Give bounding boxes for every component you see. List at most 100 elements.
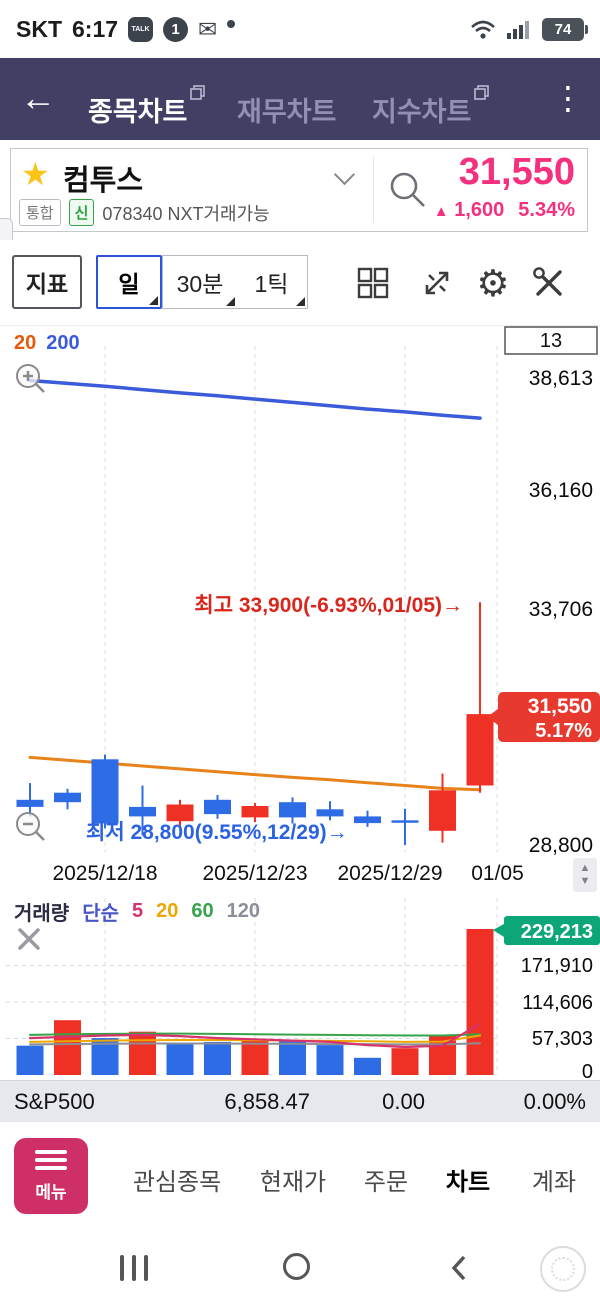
signal-icon — [507, 21, 529, 39]
badge-percent: 5.17% — [535, 720, 592, 742]
volume-badge: 229,213 — [493, 916, 600, 945]
price-chart[interactable]: 13 38,613 36,160 33,706 28,800 최고 33,900… — [0, 325, 600, 856]
nav-watchlist[interactable]: 관심종목 — [132, 1169, 222, 1196]
ma200-legend-label: 200 — [46, 332, 80, 354]
index-change-percent: 0.00% — [523, 1089, 586, 1114]
volume-title: 거래량 — [14, 903, 70, 925]
moving-average-lines — [28, 378, 482, 792]
volume-chart[interactable]: 171,910 114,606 57,303 0 229,213 — [0, 893, 600, 1080]
tab-index-chart-label: 지수차트 — [372, 97, 472, 127]
indicator-button[interactable]: 지표 — [12, 255, 82, 309]
tab-index-chart[interactable]: 지수차트 — [372, 85, 490, 129]
divider — [373, 157, 374, 223]
badge-price: 31,550 — [528, 695, 592, 718]
volume-ma60-label: 60 — [191, 900, 214, 922]
date-label: 01/05 — [471, 862, 524, 885]
nav-chart[interactable]: 차트 — [445, 1169, 491, 1196]
date-range-spinner[interactable]: ▲ ▼ — [573, 858, 597, 892]
change-value: 1,600 — [454, 199, 505, 221]
layout-grid-button[interactable] — [354, 264, 392, 302]
candle-count-box — [504, 326, 598, 355]
tools-button[interactable] — [530, 264, 568, 302]
volume-ma20-label: 20 — [156, 900, 179, 922]
change-percent: 5.34% — [518, 199, 575, 221]
index-value: 6,858.47 — [224, 1089, 310, 1114]
fullscreen-button[interactable] — [418, 264, 456, 302]
battery-indicator: 74 — [542, 17, 588, 41]
period-1tick-button[interactable]: 1틱 — [236, 255, 308, 309]
more-menu-button[interactable]: ⋮ — [552, 80, 584, 116]
date-axis: 2025/12/18 2025/12/23 2025/12/29 01/05 — [0, 856, 600, 893]
stock-code: 078340 NXT거래가능 — [102, 203, 270, 224]
up-arrow-icon: ▲ — [433, 203, 449, 220]
price-axis-label: 38,613 — [529, 367, 593, 390]
carrier-label: SKT — [16, 15, 62, 42]
bottom-navigation: 메뉴 관심종목 현재가 주문 차트 계좌 — [0, 1122, 600, 1238]
zoom-out-button[interactable] — [16, 812, 45, 841]
date-label: 2025/12/29 — [337, 862, 443, 885]
new-badge: 신 — [68, 199, 95, 226]
nav-account[interactable]: 계좌 — [531, 1169, 577, 1196]
tools-icon — [533, 267, 562, 296]
close-volume-button[interactable] — [18, 928, 40, 950]
chart-toolbar: 지표 일 30분 1틱 ⚙ — [0, 240, 600, 326]
index-change: 0.00 — [382, 1089, 425, 1114]
current-price-badge: 31,550 5.17% — [487, 692, 600, 742]
tab-stock-chart[interactable]: 종목차트 — [88, 85, 206, 129]
tab-stock-chart-label: 종목차트 — [88, 97, 188, 127]
volume-bars — [16, 929, 494, 1075]
kakaotalk-icon: TALK — [128, 16, 154, 42]
search-button[interactable] — [387, 169, 429, 216]
chevron-down-icon[interactable] — [333, 163, 356, 186]
search-icon — [390, 172, 425, 207]
notification-count-badge: 1 — [163, 16, 189, 42]
menu-button[interactable]: 메뉴 — [14, 1138, 88, 1214]
expand-arrows-icon — [425, 271, 449, 295]
price-change: ▲ 1,600 5.34% — [434, 199, 575, 222]
home-button[interactable] — [283, 1253, 310, 1280]
popout-icon — [190, 76, 206, 107]
notification-dot-icon — [227, 20, 236, 28]
nav-current-price[interactable]: 현재가 — [259, 1169, 327, 1196]
settings-button[interactable]: ⚙ — [474, 264, 512, 302]
high-annotation: 최고 33,900(-6.93%,01/05)→ — [194, 594, 463, 617]
index-name: S&P500 — [14, 1089, 95, 1114]
price-axis-label: 36,160 — [529, 479, 593, 502]
wifi-icon — [471, 20, 495, 39]
favorite-star-icon[interactable]: ★ — [21, 156, 50, 192]
android-navigation-bar — [0, 1238, 600, 1300]
menu-button-label: 메뉴 — [35, 1182, 67, 1202]
android-back-button[interactable] — [448, 1253, 470, 1288]
volume-ma-type: 단순 — [82, 903, 120, 925]
tab-financial-chart[interactable]: 재무차트 — [237, 90, 336, 129]
watermark-logo — [540, 1246, 586, 1292]
back-button[interactable]: ← — [20, 77, 56, 118]
volume-axis-label: 114,606 — [522, 992, 593, 1014]
date-label: 2025/12/23 — [202, 862, 308, 885]
period-30min-button[interactable]: 30분 — [162, 255, 238, 309]
status-bar: SKT 6:17 TALK 1 ✉ 74 — [0, 0, 600, 58]
ma20-legend-label: 20 — [14, 332, 37, 354]
low-annotation: 최저 28,800(9.55%,12/29)→ — [86, 821, 348, 844]
grid-icon — [357, 267, 389, 299]
index-ticker-bar[interactable]: S&P500 6,858.47 0.00 0.00% — [0, 1080, 600, 1122]
recents-button[interactable] — [120, 1255, 148, 1281]
volume-axis-label: 57,303 — [532, 1028, 593, 1050]
tab-financial-chart-label: 재무차트 — [237, 97, 337, 127]
volume-ma-lines — [28, 1022, 482, 1049]
candlestick-series — [16, 602, 494, 845]
period-day-button[interactable]: 일 — [96, 255, 162, 309]
current-price: 31,550 — [458, 151, 575, 193]
volume-ma5-label: 5 — [132, 900, 144, 922]
volume-axis-label: 0 — [582, 1061, 593, 1080]
nav-order[interactable]: 주문 — [363, 1169, 409, 1196]
volume-legend: 거래량 단순 5 20 60 120 — [14, 897, 260, 926]
nav-header: ← 종목차트 재무차트 지수차트 ⋮ — [0, 58, 600, 140]
spinner-up-icon[interactable]: ▲ — [579, 862, 591, 875]
spinner-down-icon[interactable]: ▼ — [579, 875, 591, 887]
price-axis-label: 33,706 — [529, 598, 593, 621]
zoom-in-button[interactable] — [16, 364, 45, 393]
hamburger-icon — [35, 1149, 67, 1154]
stock-name[interactable]: 컴투스 — [63, 165, 144, 197]
